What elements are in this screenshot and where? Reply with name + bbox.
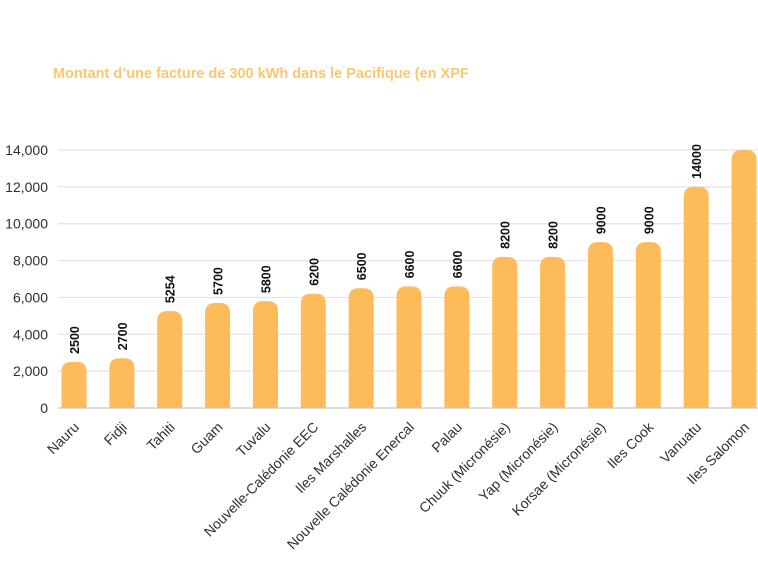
bar [587,242,613,408]
bar [157,311,183,408]
data-label: 5254 [164,275,178,303]
data-label: 2500 [68,326,82,354]
data-label: 5800 [259,265,273,293]
bar [61,361,87,408]
bar [540,256,566,408]
bar [683,186,709,408]
data-label: 6600 [451,251,465,279]
data-label: 2700 [116,322,130,350]
y-tick-label: 4,000 [13,326,48,342]
x-tick-label: Fidji [101,419,130,448]
x-tick-label: Tuvalu [233,419,274,460]
data-label: 14000 [690,144,704,179]
y-tick-label: 10,000 [5,216,48,232]
bar [635,242,661,408]
bar [252,301,278,408]
data-label: 9000 [594,206,608,234]
data-label: 9000 [642,206,656,234]
x-tick-label: Vanuatu [657,419,704,466]
bar [109,358,135,408]
data-label: 6500 [355,252,369,280]
x-tick-label: Tahiti [143,419,177,453]
y-tick-label: 0 [40,400,48,416]
x-tick-label: Nauru [44,419,82,457]
bar [396,286,422,408]
data-label: 8200 [499,221,513,249]
chart-title: Montant d’une facture de 300 kWh dans le… [53,66,469,82]
bar [731,150,757,408]
data-label: 6600 [403,251,417,279]
y-tick-label: 6,000 [13,289,48,305]
y-tick-label: 14,000 [5,142,48,158]
x-tick-label: Guam [187,419,225,457]
bar [205,302,231,408]
y-tick-label: 2,000 [13,363,48,379]
bar [348,288,374,408]
y-tick-label: 8,000 [13,253,48,269]
x-tick-label: Chuuk (Micronésie) [416,419,513,516]
bar [300,293,326,408]
data-label: 5700 [212,267,226,295]
x-tick-label: Korsae (Micronésie) [509,419,609,519]
data-label: 6200 [307,258,321,286]
x-tick-label: Iles Cook [604,418,657,471]
bar [444,286,470,408]
x-tick-label: Palau [428,419,465,456]
bar [492,256,518,408]
data-label: 8200 [547,221,561,249]
y-tick-label: 12,000 [5,179,48,195]
